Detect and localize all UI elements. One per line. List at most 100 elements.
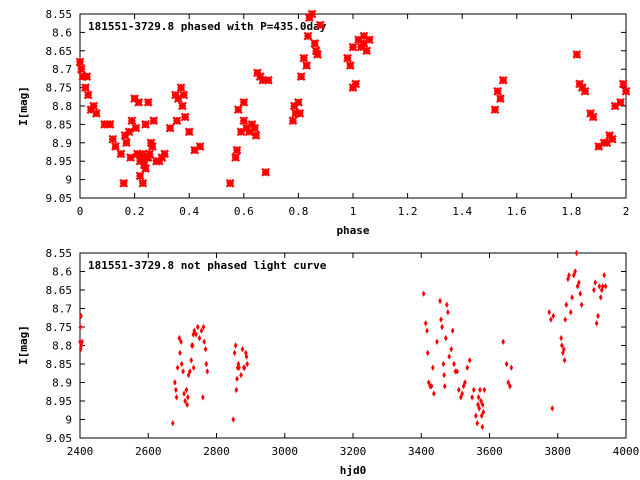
unphased-data-point <box>475 420 480 427</box>
phased-data-point <box>143 97 153 107</box>
unphased-data-point <box>439 316 443 323</box>
phased-data-point <box>572 50 582 59</box>
unphased-data-point <box>79 312 83 320</box>
unphased-x-tick-label: 3800 <box>545 445 572 458</box>
unphased-data-point <box>562 346 566 353</box>
unphased-data-point <box>577 279 581 286</box>
phased-data-point <box>239 97 249 107</box>
unphased-data-point <box>188 368 192 375</box>
phased-y-tick-label: 8.65 <box>46 45 73 58</box>
phased-data-point <box>602 138 612 148</box>
phased-data-point <box>359 31 369 41</box>
phased-data-point <box>580 86 590 96</box>
phased-data-point <box>147 142 157 151</box>
phased-data-point <box>359 39 369 48</box>
unphased-data-point <box>240 346 245 353</box>
unphased-data-point <box>197 334 202 342</box>
phased-data-point <box>149 116 159 126</box>
phased-data-point <box>498 75 508 85</box>
unphased-data-point <box>181 368 185 375</box>
unphased-y-tick-label: 9.05 <box>46 432 73 445</box>
phased-x-tick-label: 1.4 <box>452 205 472 218</box>
unphased-data-point <box>501 338 505 345</box>
unphased-data-point <box>568 309 573 316</box>
unphased-data-point <box>563 316 568 323</box>
phased-x-tick-label: 0.6 <box>234 205 254 218</box>
phased-data-point <box>83 90 93 100</box>
unphased-x-tick-label: 3400 <box>408 445 435 458</box>
unphased-data-point <box>440 323 444 331</box>
unphased-y-tick-label: 8.7 <box>52 303 72 316</box>
phased-data-point <box>315 20 325 30</box>
phased-ticks: 0 0.2 0.4 0.6 0.8 1 1.2 1.4 1.6 1.8 2 8.55 8.6 8.65 8.… <box>46 8 630 218</box>
phased-data-point <box>134 97 144 107</box>
unphased-data-point <box>237 364 241 371</box>
phased-x-tick-label: 0.8 <box>288 205 308 218</box>
unphased-data-point <box>205 368 210 375</box>
phased-data-point <box>176 83 186 92</box>
phased-data-point <box>173 94 183 104</box>
phased-x-tick-label: 1.8 <box>561 205 581 218</box>
unphased-data-point <box>463 379 467 386</box>
phased-data-point <box>127 116 137 126</box>
phased-data-point <box>89 101 99 111</box>
unphased-data-point <box>560 342 564 349</box>
unphased-data-point <box>508 383 512 390</box>
unphased-y-tick-label: 8.85 <box>46 358 73 371</box>
phased-data-point <box>195 142 205 151</box>
unphased-data-point <box>234 386 239 394</box>
unphased-data-point <box>564 301 569 308</box>
phased-y-tick-label: 8.55 <box>46 8 73 21</box>
phased-data-point <box>122 138 131 148</box>
unphased-data-point <box>447 353 452 360</box>
unphased-x-tick-label: 3000 <box>272 445 299 458</box>
phased-data-point <box>135 171 145 181</box>
phased-data-point <box>239 116 249 126</box>
phased-data-point <box>291 108 301 118</box>
unphased-data-point <box>423 320 428 327</box>
unphased-data-point <box>477 405 482 412</box>
unphased-data-point <box>178 349 182 357</box>
phased-data-point <box>307 9 317 19</box>
unphased-x-tick-label: 2400 <box>67 445 94 458</box>
phased-data-point <box>251 131 261 140</box>
unphased-data-point <box>185 401 189 408</box>
unphased-data-point <box>80 338 84 345</box>
phased-data-point <box>310 39 320 48</box>
phased-data-point <box>311 46 321 56</box>
unphased-y-tick-label: 8.9 <box>52 377 72 390</box>
unphased-data-point <box>177 334 182 342</box>
phased-data-point <box>138 149 148 159</box>
phased-data-point <box>299 53 309 63</box>
phased-data-point <box>295 108 305 118</box>
phased-data-point <box>618 79 628 89</box>
phased-data-point <box>345 61 355 70</box>
unphased-data-point <box>549 316 553 323</box>
unphased-data-point <box>201 394 205 401</box>
unphased-y-axis-label: I[mag] <box>17 325 30 365</box>
unphased-data-point <box>201 323 206 331</box>
unphased-data-point <box>456 386 461 394</box>
unphased-data-point <box>191 364 196 371</box>
unphased-data-point <box>442 371 446 379</box>
phased-data-point <box>231 153 240 162</box>
phased-data-point <box>258 75 268 85</box>
unphased-data-point <box>479 397 483 405</box>
phased-data-point <box>108 134 118 144</box>
phased-y-tick-label: 9.05 <box>46 192 73 205</box>
unphased-data-point <box>596 312 600 320</box>
unphased-title: 181551-3729.8 not phased light curve <box>88 259 327 272</box>
phased-data-point <box>165 123 175 133</box>
phased-y-axis-label: I[mag] <box>17 86 30 126</box>
unphased-data-point <box>192 327 197 334</box>
unphased-data-point <box>204 360 209 368</box>
unphased-data-point <box>78 323 83 331</box>
unphased-data-point <box>481 408 486 416</box>
phased-y-tick-label: 8.75 <box>46 82 73 95</box>
phased-data-point <box>145 149 154 159</box>
unphased-data-point <box>186 394 190 401</box>
unphased-data-point <box>442 383 447 390</box>
phased-y-tick-label: 8.7 <box>52 63 72 76</box>
phased-data-point <box>263 75 273 85</box>
